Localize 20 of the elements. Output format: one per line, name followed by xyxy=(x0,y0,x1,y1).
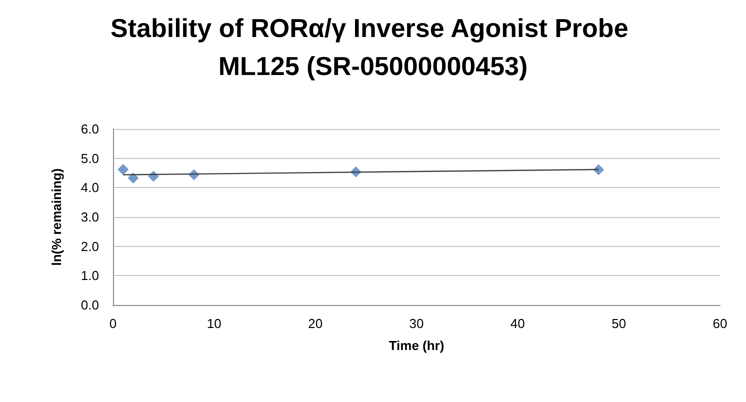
x-tick-label: 30 xyxy=(409,316,424,331)
chart-title: Stability of RORα/γ Inverse Agonist Probe ML125 (SR-05000000453) xyxy=(110,13,636,81)
y-tick-label: 6.0 xyxy=(80,122,99,136)
y-tick-label: 2.0 xyxy=(80,238,99,254)
point xyxy=(593,164,604,176)
y-tick-label: 3.0 xyxy=(80,210,99,224)
x-axis-title: Time (hr) xyxy=(388,338,444,353)
x-tick-label: 10 xyxy=(206,316,222,331)
x-tick-label: 50 xyxy=(612,316,626,331)
x-tick-label: 20 xyxy=(308,316,323,331)
y-axis-title: ln(% remaining) xyxy=(49,168,64,266)
y-tick-label: 0.0 xyxy=(80,298,99,312)
point xyxy=(128,172,139,184)
x-tick-label: 0 xyxy=(109,316,117,331)
x-tick-label: 40 xyxy=(510,316,525,331)
x-tick-label: 60 xyxy=(712,316,728,331)
y-tick-label: 4.0 xyxy=(80,180,99,196)
point xyxy=(118,164,129,175)
y-tick-label: 1.0 xyxy=(80,268,99,284)
y-tick-label: 5.0 xyxy=(80,150,99,166)
